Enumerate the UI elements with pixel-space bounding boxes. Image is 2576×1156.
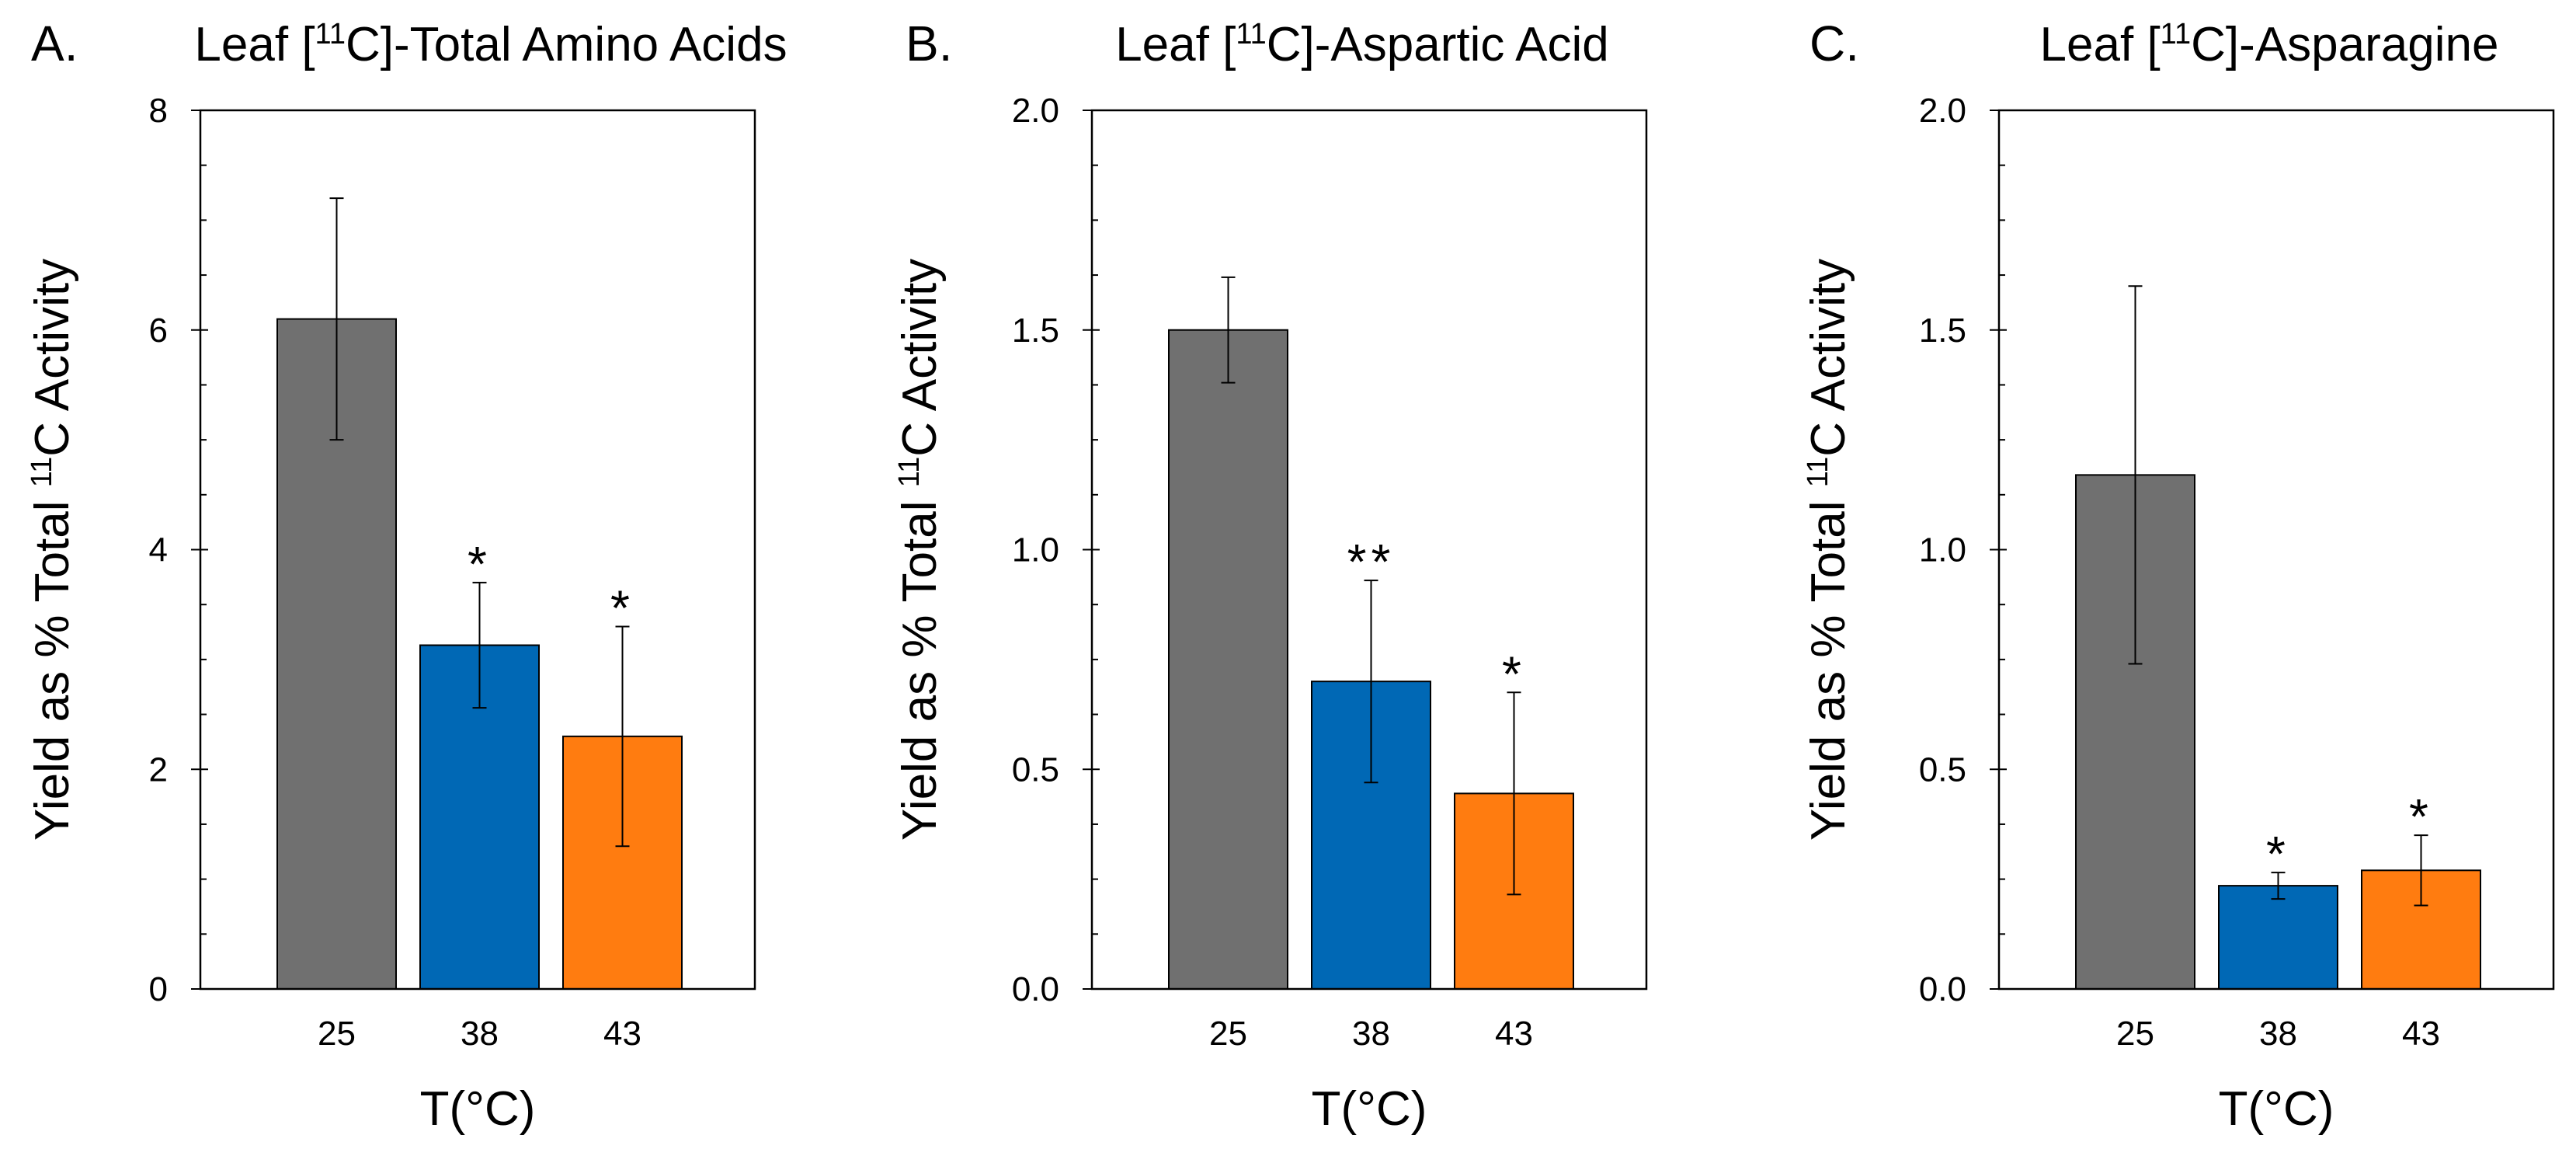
panel-letter: C. [1809, 16, 1859, 71]
error-bar-38 [472, 581, 487, 709]
chart-title: Leaf [11C]-Asparagine [2040, 18, 2499, 71]
ylabel-superscript: 11 [1802, 457, 1834, 487]
bar-38 [2218, 885, 2338, 991]
error-bar-25 [1221, 276, 1236, 384]
chart-panel-b: B. Leaf [11C]-Aspartic Acid***0.00.51.01.… [893, 16, 1648, 1136]
title-part: Leaf [ [2040, 18, 2161, 71]
ylabel-superscript: 11 [893, 457, 926, 487]
bar-25 [1168, 329, 1288, 990]
y-tick-label: 2.0 [1012, 92, 1059, 130]
title-part: C]-Total Amino Acids [346, 18, 787, 71]
x-tick-label: 38 [1352, 1015, 1390, 1053]
error-bar-43 [2414, 834, 2428, 907]
ylabel-superscript: 11 [26, 457, 58, 487]
y-tick-label: 4 [149, 531, 168, 569]
y-tick-label: 1.0 [1919, 531, 1966, 569]
y-tick-label: 8 [149, 92, 168, 130]
y-tick-label: 0.0 [1012, 970, 1059, 1008]
x-tick-label: 25 [318, 1015, 356, 1053]
ylabel-part: C Activity [26, 259, 79, 457]
y-tick-label: 0 [149, 970, 168, 1008]
significance-marker: * [610, 580, 634, 635]
chart-title: Leaf [11C]-Aspartic Acid [1115, 18, 1609, 71]
y-tick-label: 0.5 [1012, 750, 1059, 789]
y-axis-label: Yield as % Total 11C Activity [893, 259, 947, 841]
title-superscript: 11 [2161, 18, 2191, 50]
y-tick-label: 1.5 [1012, 312, 1059, 350]
error-bar-43 [1507, 691, 1521, 896]
y-tick-label: 2 [149, 750, 168, 789]
x-tick-label: 38 [461, 1015, 499, 1053]
significance-marker: * [468, 536, 492, 592]
title-part: Leaf [ [1115, 18, 1236, 71]
title-part: C]-Aspartic Acid [1267, 18, 1609, 71]
chart-title: Leaf [11C]-Total Amino Acids [194, 18, 787, 71]
ylabel-part: C Activity [1802, 259, 1855, 457]
title-part: Leaf [ [194, 18, 315, 71]
x-tick-label: 25 [1209, 1015, 1247, 1053]
x-axis-label: T(°C) [2219, 1082, 2334, 1136]
ylabel-part: Yield as % Total [1802, 487, 1855, 841]
x-tick-label: 25 [2116, 1015, 2154, 1053]
chart-panel-c: C. Leaf [11C]-Asparagine**0.00.51.01.52.0… [1802, 16, 2555, 1136]
y-tick-label: 0.5 [1919, 750, 1966, 789]
error-bar-38 [1364, 580, 1378, 784]
y-tick-label: 1.5 [1919, 312, 1966, 350]
error-bar-38 [2271, 872, 2286, 900]
title-superscript: 11 [315, 18, 346, 50]
ylabel-part: Yield as % Total [26, 487, 79, 841]
panel-letter: B. [906, 16, 952, 71]
x-tick-label: 43 [603, 1015, 641, 1053]
y-tick-label: 1.0 [1012, 531, 1059, 569]
error-bar-25 [2128, 285, 2143, 665]
y-tick-label: 2.0 [1919, 92, 1966, 130]
error-bar-25 [329, 197, 344, 441]
ylabel-part: Yield as % Total [893, 487, 947, 841]
significance-marker: ** [1347, 534, 1396, 590]
significance-marker: * [2409, 789, 2433, 844]
significance-marker: * [2266, 826, 2290, 882]
y-axis-label: Yield as % Total 11C Activity [26, 259, 79, 841]
y-tick-label: 6 [149, 312, 168, 350]
x-axis-label: T(°C) [420, 1082, 536, 1136]
x-axis-label: T(°C) [1312, 1082, 1427, 1136]
panel-letter: A. [31, 16, 78, 71]
ylabel-part: C Activity [893, 259, 947, 457]
y-tick-label: 0.0 [1919, 970, 1966, 1008]
significance-marker: * [1502, 646, 1526, 702]
title-superscript: 11 [1236, 18, 1266, 50]
y-axis-label: Yield as % Total 11C Activity [1802, 259, 1855, 841]
x-tick-label: 38 [2259, 1015, 2297, 1053]
x-tick-label: 43 [2402, 1015, 2440, 1053]
error-bar-43 [615, 625, 630, 848]
x-tick-label: 43 [1495, 1015, 1533, 1053]
title-part: C]-Asparagine [2191, 18, 2498, 71]
